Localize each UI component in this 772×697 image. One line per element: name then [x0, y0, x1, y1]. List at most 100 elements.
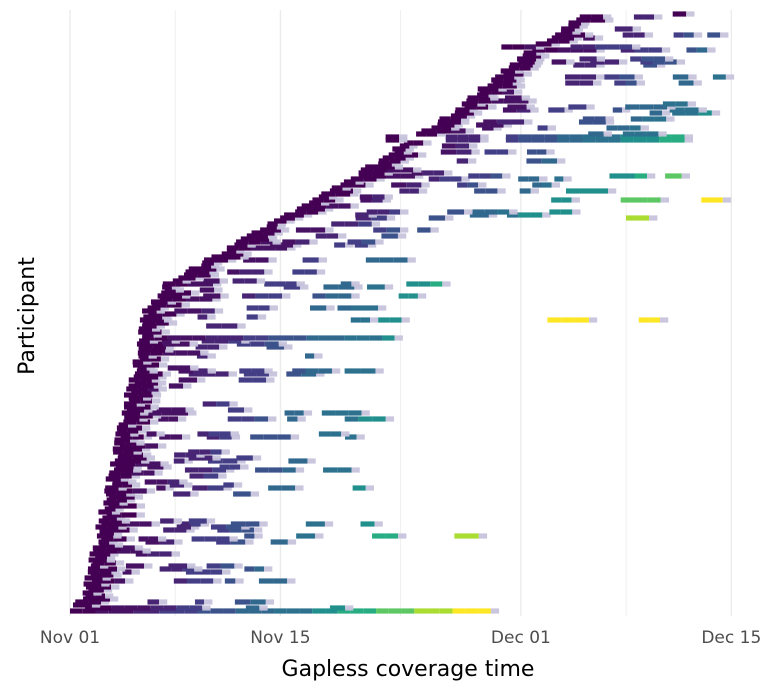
coverage-segment [488, 86, 499, 92]
coverage-segment [421, 182, 430, 188]
coverage-segment [163, 605, 177, 611]
coverage-segment [105, 476, 121, 482]
coverage-segment [148, 536, 159, 542]
coverage-segment [516, 83, 526, 89]
coverage-segment [106, 545, 121, 551]
coverage-segment [305, 521, 325, 527]
coverage-segment [354, 284, 363, 290]
coverage-segment [131, 482, 141, 488]
coverage-segment [150, 605, 164, 611]
coverage-segment [98, 539, 110, 545]
coverage-segment [656, 62, 666, 68]
coverage-segment [337, 305, 351, 311]
coverage-segment [127, 446, 143, 452]
coverage-segment [250, 434, 264, 440]
coverage-segment [99, 551, 111, 557]
coverage-segment [633, 32, 645, 38]
coverage-segment [634, 47, 649, 53]
coverage-segment [309, 239, 318, 245]
coverage-segment [282, 467, 296, 473]
coverage-segment [105, 548, 118, 554]
coverage-segment [225, 254, 241, 260]
coverage-segment [116, 497, 127, 503]
coverage-segment [323, 197, 336, 203]
coverage-segment [350, 191, 359, 197]
coverage-segment [100, 563, 109, 569]
coverage-segment [146, 362, 160, 368]
coverage-segment [115, 464, 134, 470]
coverage-segment [442, 281, 451, 287]
coverage-segment [142, 425, 151, 431]
coverage-segment [701, 197, 713, 203]
coverage-segment [659, 134, 672, 140]
coverage-segment [264, 269, 273, 275]
coverage-segment [465, 608, 479, 614]
coverage-segment [264, 281, 276, 287]
coverage-segment [244, 407, 253, 413]
coverage-segment [254, 416, 269, 422]
coverage-segment [118, 485, 127, 491]
coverage-segment [191, 536, 205, 542]
coverage-segment [590, 59, 605, 65]
coverage-segment [170, 434, 183, 440]
coverage-segment [133, 608, 147, 614]
coverage-segment [204, 536, 217, 542]
coverage-segment [484, 209, 498, 215]
coverage-segment [360, 167, 374, 173]
coverage-segment [240, 464, 249, 470]
coverage-segment [114, 458, 128, 464]
coverage-segment [178, 377, 198, 383]
coverage-segment [101, 599, 110, 605]
coverage-segment [516, 77, 525, 83]
coverage-segment [141, 389, 152, 395]
coverage-segment [594, 35, 604, 41]
coverage-segment [490, 173, 503, 179]
coverage-segment [138, 413, 153, 419]
coverage-segment [173, 458, 185, 464]
coverage-segment [254, 533, 263, 539]
coverage-segment [250, 599, 266, 605]
coverage-segment [617, 125, 630, 131]
coverage-segment [91, 578, 104, 584]
coverage-segment [358, 173, 373, 179]
coverage-segment [502, 107, 517, 113]
coverage-segment [152, 392, 162, 398]
coverage-segment [454, 122, 463, 128]
coverage-segment [99, 542, 115, 548]
coverage-segment [243, 257, 256, 263]
coverage-segment [138, 326, 153, 332]
coverage-segment [163, 464, 172, 470]
coverage-segment [286, 218, 295, 224]
coverage-segment [457, 134, 469, 140]
coverage-segment [266, 377, 275, 383]
coverage-segment [166, 302, 182, 308]
coverage-segment [120, 434, 133, 440]
coverage-segment [161, 338, 172, 344]
coverage-segment [331, 335, 345, 341]
coverage-segment [176, 524, 192, 530]
coverage-segment [163, 527, 175, 533]
coverage-segment [385, 533, 399, 539]
coverage-segment [190, 365, 199, 371]
coverage-segment [303, 212, 313, 218]
coverage-segment [261, 608, 275, 614]
coverage-segment [398, 533, 407, 539]
coverage-segment [400, 167, 414, 173]
coverage-segment [399, 137, 408, 143]
coverage-segment [366, 209, 378, 215]
coverage-segment [269, 305, 278, 311]
coverage-segment [299, 608, 313, 614]
coverage-segment [507, 104, 518, 110]
coverage-segment [124, 404, 138, 410]
coverage-segment [466, 98, 479, 104]
coverage-segment [214, 308, 224, 314]
coverage-segment [500, 68, 516, 74]
coverage-segment [167, 335, 181, 341]
coverage-segment [569, 38, 578, 44]
coverage-segment [111, 584, 120, 590]
coverage-segment [646, 131, 659, 137]
coverage-segment [389, 158, 401, 164]
coverage-segment [321, 410, 336, 416]
coverage-segment [129, 398, 141, 404]
coverage-segment [607, 44, 620, 50]
